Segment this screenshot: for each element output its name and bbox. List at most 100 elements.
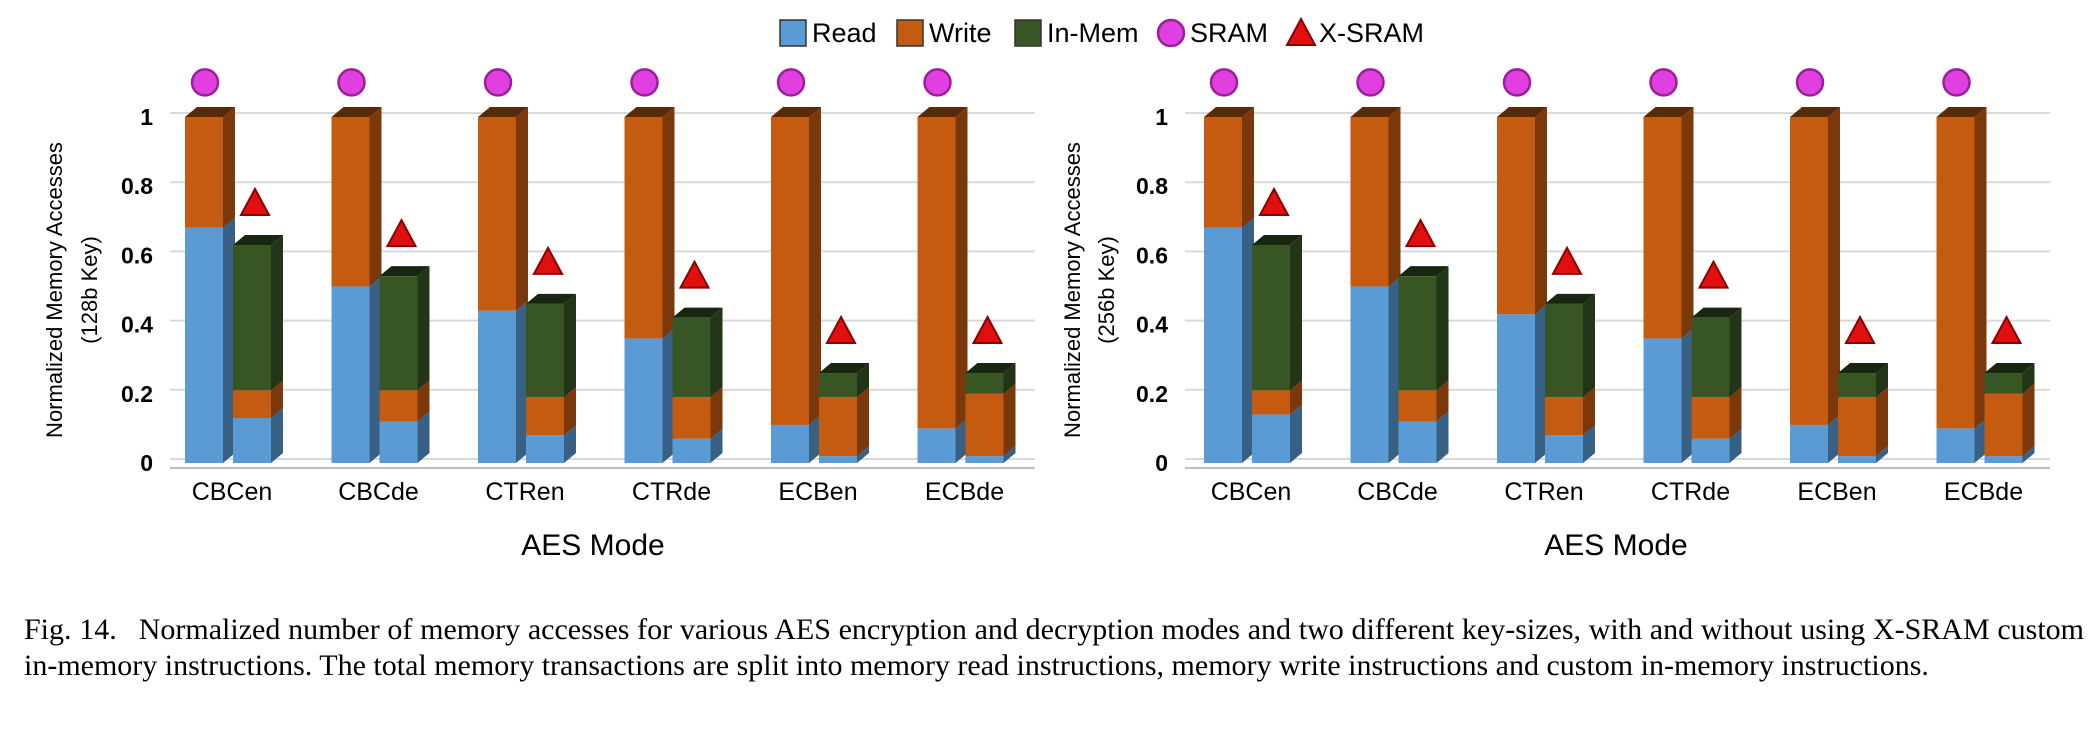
bar-segment-write bbox=[1838, 387, 1888, 457]
bar-side bbox=[271, 380, 283, 419]
bar-segment-write bbox=[379, 380, 430, 422]
bar-side bbox=[516, 300, 528, 463]
bar-front bbox=[379, 390, 418, 422]
bar-top bbox=[672, 307, 723, 318]
x-tick-label: ECBde bbox=[925, 478, 1004, 506]
bar-front bbox=[1936, 117, 1975, 429]
bar-front bbox=[185, 117, 223, 228]
bar-front bbox=[1545, 397, 1583, 436]
bar-front bbox=[965, 456, 1004, 463]
y-tick-label: 0.6 bbox=[121, 242, 153, 268]
y-tick-label: 0.8 bbox=[1136, 173, 1168, 199]
bar-front bbox=[1984, 393, 2023, 457]
bar-segment-in-mem bbox=[1838, 363, 1888, 398]
bar-side bbox=[1681, 328, 1694, 463]
x-sram-marker bbox=[971, 314, 1004, 345]
bar-side bbox=[417, 266, 430, 391]
legend-marker-sram bbox=[1156, 18, 1186, 48]
x-sram-marker bbox=[532, 245, 564, 275]
bar-top bbox=[1643, 107, 1694, 117]
bar-side bbox=[857, 446, 869, 463]
bar-front bbox=[965, 373, 1004, 394]
bar-segment-write bbox=[771, 107, 821, 425]
bar-segment-write bbox=[478, 107, 528, 311]
bar-side bbox=[223, 107, 235, 228]
y-tick-label: 1 bbox=[140, 104, 153, 130]
bar-side bbox=[223, 217, 235, 463]
bar-side bbox=[2022, 446, 2035, 463]
bar-segment-write bbox=[1497, 107, 1547, 315]
sram-marker bbox=[923, 68, 952, 97]
bar-segment-write bbox=[185, 107, 235, 228]
legend-swatch-read bbox=[779, 19, 807, 47]
bar-side bbox=[809, 414, 821, 463]
legend-swatch-write bbox=[896, 19, 924, 47]
bar-segment-read bbox=[1497, 304, 1547, 463]
bar-front bbox=[185, 227, 223, 463]
bar-segment-in-mem bbox=[1545, 293, 1595, 398]
bar-top bbox=[233, 235, 283, 246]
y-axis-label: (128b Key) bbox=[77, 236, 102, 344]
y-tick-label: 0 bbox=[140, 450, 153, 476]
legend-swatch-in-mem bbox=[1014, 19, 1042, 47]
bar-segment-write bbox=[233, 380, 283, 419]
bar-side bbox=[417, 380, 430, 422]
bar-front bbox=[1691, 317, 1730, 398]
x-axis-title: AES Mode bbox=[1544, 529, 1687, 562]
y-tick-label: 0.8 bbox=[121, 173, 153, 199]
chart-legend: Read Write In-Mem SRAM X-SRAM bbox=[779, 16, 1424, 48]
bar-side bbox=[1003, 383, 1016, 457]
x-sram-marker bbox=[678, 259, 711, 289]
bar-front bbox=[379, 276, 418, 391]
bar-side bbox=[564, 425, 576, 463]
bar-side bbox=[1828, 107, 1840, 425]
bar-segment-in-mem bbox=[379, 266, 430, 391]
bar-segment-write bbox=[1936, 107, 1987, 429]
sram-marker bbox=[1356, 68, 1385, 97]
bar-top bbox=[1252, 235, 1302, 246]
legend-label-sram: SRAM bbox=[1190, 18, 1268, 48]
bar-side bbox=[271, 235, 283, 391]
legend-marker-x-sram bbox=[1285, 16, 1317, 46]
bar-front bbox=[1691, 397, 1730, 439]
bar-front bbox=[1545, 435, 1583, 463]
bar-front bbox=[1398, 390, 1437, 422]
bar-segment-in-mem bbox=[233, 235, 283, 391]
bar-front bbox=[526, 303, 564, 398]
bar-segment-read bbox=[1350, 276, 1401, 463]
caption-label: Fig. 14. bbox=[24, 613, 117, 646]
bar-front bbox=[1252, 245, 1290, 391]
x-tick-label: CTRde bbox=[1651, 478, 1730, 506]
sram-marker bbox=[1209, 68, 1239, 97]
bar-front bbox=[1350, 286, 1389, 463]
y-axis-label: Normalized Memory Accesses bbox=[42, 142, 67, 438]
bar-side bbox=[662, 107, 675, 339]
x-sram-marker bbox=[1404, 218, 1437, 248]
bar-top bbox=[624, 107, 675, 117]
x-sram-marker bbox=[1697, 259, 1730, 289]
bar-side bbox=[1436, 266, 1449, 391]
y-tick-label: 0.4 bbox=[121, 312, 153, 338]
bar-front bbox=[1497, 117, 1535, 315]
bar-segment-read bbox=[1838, 446, 1888, 463]
bar-side bbox=[710, 428, 723, 463]
bar-front bbox=[1936, 428, 1975, 463]
bar-side bbox=[1535, 304, 1547, 463]
bar-segment-write bbox=[1691, 387, 1742, 439]
bar-segment-in-mem bbox=[965, 363, 1016, 394]
bar-front bbox=[1398, 276, 1437, 391]
bar-front bbox=[819, 373, 857, 398]
figure-caption: Fig. 14. Normalized number of memory acce… bbox=[24, 612, 2084, 684]
sram-marker bbox=[630, 68, 659, 97]
sram-marker bbox=[190, 68, 220, 97]
sram-marker bbox=[483, 68, 513, 97]
bar-segment-read bbox=[379, 411, 430, 463]
sram-marker bbox=[1942, 68, 1971, 97]
bar-segment-read bbox=[478, 300, 528, 463]
bar-segment-read bbox=[1691, 428, 1742, 463]
bar-segment-in-mem bbox=[1691, 307, 1742, 398]
x-sram-marker bbox=[1258, 186, 1290, 217]
bar-front bbox=[331, 286, 370, 463]
bar-segment-read bbox=[1545, 425, 1595, 463]
bar-front bbox=[771, 424, 809, 463]
